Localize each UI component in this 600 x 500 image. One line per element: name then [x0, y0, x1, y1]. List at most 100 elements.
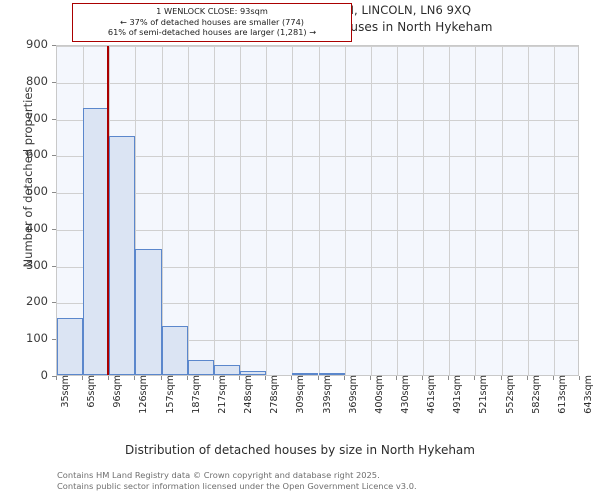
x-axis-tick-label: 157sqm	[164, 375, 176, 414]
y-axis-tick-mark	[52, 228, 56, 230]
x-axis-tick-mark	[82, 376, 83, 380]
y-axis-tick-mark	[52, 118, 56, 120]
y-axis-tick-mark	[52, 192, 56, 194]
x-axis-label: Distribution of detached houses by size …	[125, 443, 475, 457]
gridline-vertical	[528, 46, 529, 375]
x-axis-tick-mark	[501, 376, 502, 380]
histogram-bar	[161, 326, 188, 375]
annotation-line-3: 61% of semi-detached houses are larger (…	[107, 27, 317, 38]
footer-line-1: Contains HM Land Registry data © Crown c…	[57, 470, 380, 480]
gridline-horizontal	[57, 303, 578, 305]
histogram-bar	[83, 108, 110, 375]
x-axis-tick-mark	[265, 376, 266, 380]
y-axis-tick-mark	[52, 302, 56, 304]
gridline-vertical	[554, 46, 555, 375]
x-axis-tick-label: 461sqm	[426, 375, 438, 414]
y-axis-tick-label: 200	[26, 294, 48, 309]
x-axis-tick-label: 96sqm	[112, 375, 124, 408]
gridline-vertical	[188, 46, 189, 375]
x-axis-tick-mark	[474, 376, 475, 380]
gridline-vertical	[162, 46, 163, 375]
x-axis-tick-label: 126sqm	[138, 375, 150, 414]
x-axis-tick-label: 643sqm	[583, 375, 594, 414]
x-axis-tick-label: 65sqm	[86, 375, 98, 408]
gridline-vertical	[475, 46, 476, 375]
gridline-vertical	[292, 46, 293, 375]
x-axis-tick-label: 217sqm	[216, 375, 228, 414]
gridline-horizontal	[57, 119, 578, 121]
x-axis-tick-label: 430sqm	[399, 375, 411, 414]
gridline-horizontal	[57, 266, 578, 268]
footer-attribution: Contains HM Land Registry data © Crown c…	[57, 470, 577, 491]
gridline-horizontal	[57, 229, 578, 231]
gridline-horizontal	[57, 46, 578, 47]
y-axis-tick-mark	[52, 339, 56, 341]
x-axis-tick-label: 521sqm	[478, 375, 490, 414]
gridline-horizontal	[57, 193, 578, 195]
y-axis-tick-label: 700	[26, 110, 48, 125]
y-axis-tick-label: 100	[26, 331, 48, 346]
histogram-bar	[292, 373, 319, 375]
x-axis-tick-mark	[396, 376, 397, 380]
y-axis-label: Number of detached properties	[21, 86, 35, 268]
histogram-bar	[240, 371, 267, 375]
x-axis-tick-mark	[370, 376, 371, 380]
plot-area	[56, 45, 579, 376]
y-axis-tick-label: 400	[26, 220, 48, 235]
gridline-vertical	[345, 46, 346, 375]
x-axis-tick-label: 248sqm	[243, 375, 255, 414]
gridline-vertical	[266, 46, 267, 375]
x-axis-tick-mark	[291, 376, 292, 380]
histogram-bar	[57, 318, 84, 375]
x-axis-tick-label: 339sqm	[321, 375, 333, 414]
x-axis-tick-label: 400sqm	[373, 375, 385, 414]
gridline-vertical	[397, 46, 398, 375]
y-axis-tick-label: 0	[40, 368, 48, 382]
y-axis-tick-label: 300	[26, 257, 48, 272]
y-axis-tick-mark	[52, 45, 56, 46]
x-axis-tick-label: 582sqm	[530, 375, 542, 414]
x-axis-tick-mark	[553, 376, 554, 380]
gridline-vertical	[240, 46, 241, 375]
x-axis-tick-mark	[161, 376, 162, 380]
x-axis-tick-mark	[56, 376, 57, 380]
footer-line-2: Contains public sector information licen…	[57, 480, 417, 491]
x-axis-tick-mark	[579, 376, 580, 380]
x-axis-tick-mark	[448, 376, 449, 380]
y-axis-tick-mark	[52, 81, 56, 83]
gridlines	[57, 46, 578, 375]
x-axis-tick-mark	[344, 376, 345, 380]
x-axis-tick-label: 552sqm	[504, 375, 516, 414]
x-axis-tick-label: 491sqm	[452, 375, 464, 414]
histogram-bar	[187, 359, 214, 375]
gridline-vertical	[319, 46, 320, 375]
gridline-vertical	[423, 46, 424, 375]
x-axis-tick-mark	[239, 376, 240, 380]
gridline-vertical	[371, 46, 372, 375]
histogram-bar	[109, 135, 136, 375]
gridline-vertical	[449, 46, 450, 375]
gridline-horizontal	[57, 82, 578, 84]
histogram-bar	[318, 373, 345, 375]
annotation-box: 1 WENLOCK CLOSE: 93sqm ← 37% of detached…	[72, 3, 352, 43]
y-axis-tick-label: 500	[26, 184, 48, 199]
y-axis-tick-mark	[52, 265, 56, 267]
x-axis-tick-mark	[187, 376, 188, 380]
histogram-bar	[135, 248, 162, 375]
x-axis-tick-mark	[318, 376, 319, 380]
x-axis-tick-label: 309sqm	[295, 375, 307, 414]
y-axis-tick-label: 900	[26, 37, 48, 51]
x-axis-tick-mark	[527, 376, 528, 380]
x-axis-tick-label: 35sqm	[60, 375, 71, 408]
x-axis-tick-mark	[134, 376, 135, 380]
x-axis-tick-label: 278sqm	[269, 375, 281, 414]
gridline-vertical	[135, 46, 136, 375]
annotation-line-1: 1 WENLOCK CLOSE: 93sqm	[156, 6, 268, 16]
x-axis-tick-label: 187sqm	[190, 375, 202, 414]
histogram-bar	[213, 364, 241, 375]
y-axis-tick-mark	[52, 155, 56, 157]
gridline-vertical	[502, 46, 503, 375]
x-axis-tick-label: 613sqm	[556, 375, 568, 414]
y-axis-tick-label: 600	[26, 147, 48, 162]
